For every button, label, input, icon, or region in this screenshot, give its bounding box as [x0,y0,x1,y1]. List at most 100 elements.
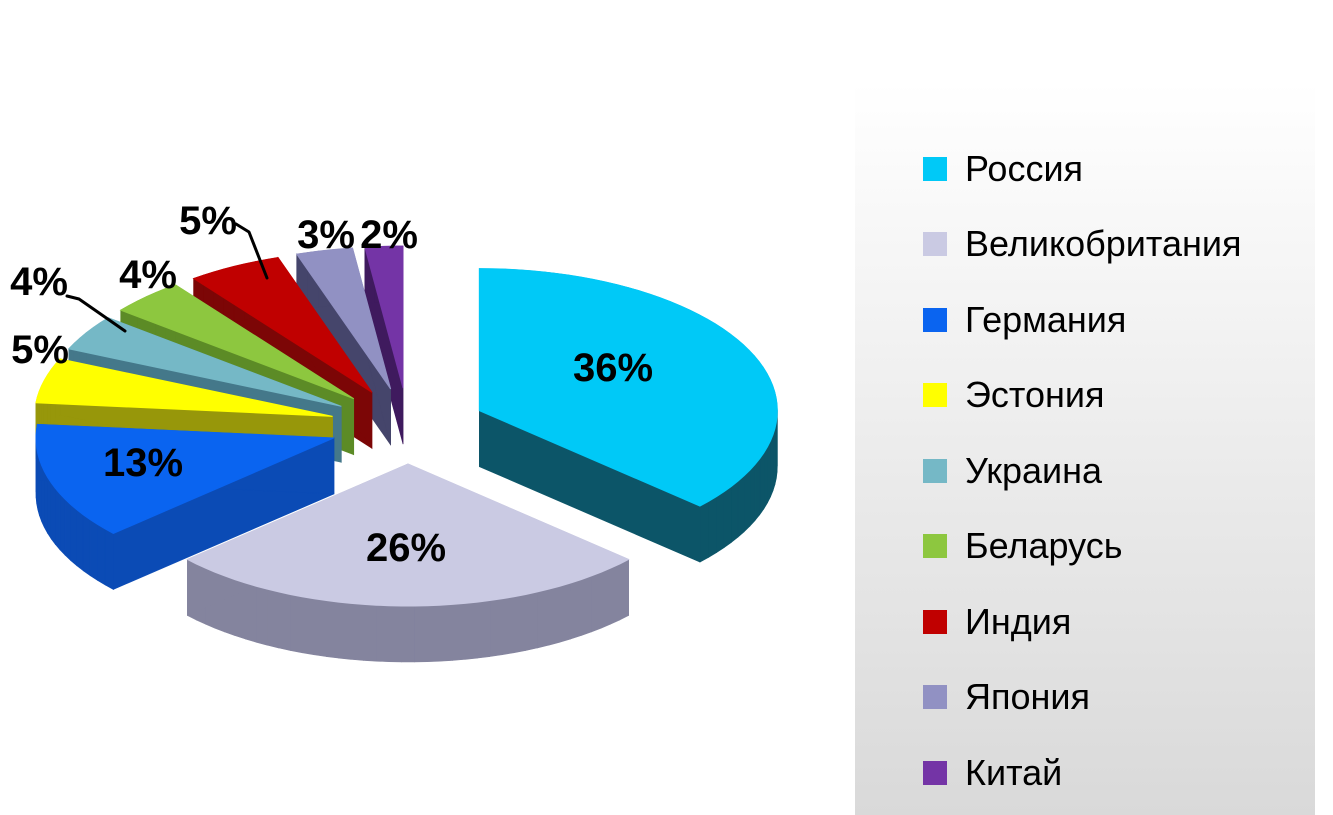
legend-label: Германия [965,298,1127,340]
legend-item-5[interactable]: Беларусь [923,509,1241,585]
pie-slice-group-2 [35,423,335,590]
pie-slice-side [610,563,621,625]
pie-slice-side [737,475,745,538]
data-label: 4% [119,253,177,297]
pie-slice-side [245,582,257,643]
pie-slice-side [267,588,280,649]
pie-slice-side [536,588,549,649]
pie-slice-group-0 [478,268,778,563]
pie-slice-side [513,594,527,654]
legend-swatch [923,458,947,483]
pie-slice-side [97,523,106,586]
pie-slice-side [426,604,441,663]
pie-slice-7[interactable] [295,247,392,390]
pie-slice-side [313,598,327,657]
legend-swatch [923,307,947,332]
pie-slice-side [289,594,303,654]
legend-item-6[interactable]: Индия [923,584,1241,660]
pie-slice-side [388,605,402,663]
legend-item-8[interactable]: Китай [923,735,1241,811]
leader-line [65,294,127,333]
pie-slice-side [559,582,571,643]
pie-slice-side [278,591,291,651]
pie-slice-6[interactable] [192,256,373,393]
data-label: 3% [297,213,355,257]
pie-slice-side [55,487,61,551]
pie-slice-side [600,567,611,629]
pie-slice-0[interactable] [478,268,778,507]
pie-slice-side [47,476,52,540]
legend-item-2[interactable]: Германия [923,282,1241,358]
legend-item-4[interactable]: Украина [923,433,1241,509]
pie-slice-side [501,596,515,656]
pie-slice-side [70,503,77,567]
pie-slice-side [570,579,582,640]
legend-label: Украина [965,449,1103,491]
legend-swatch [923,760,947,785]
pie-slice-2[interactable] [35,423,335,534]
pie-slice-side [759,451,765,516]
legend-swatch [923,156,947,181]
pie-slice-side [375,604,390,663]
pie-slice-side [699,500,709,563]
legend-item-0[interactable]: Россия [923,131,1241,207]
data-label: 5% [179,199,237,243]
pie-slice-side [301,596,315,656]
pie-slice-side [414,605,428,663]
pie-slice-8[interactable] [364,245,404,389]
legend-swatch [923,232,947,257]
pie-slice-side [76,509,84,572]
data-label: 2% [360,213,418,257]
legend: Россия Великобритания Германия Эстония Украи… [923,131,1241,811]
pie-slice-side [754,457,761,522]
pie-slice-side [525,591,538,651]
data-label: 4% [10,260,68,304]
pie-slice-side [401,605,415,663]
pie-slice-side [767,440,771,504]
pie-slice-side [59,493,66,556]
pie-slice-1[interactable] [186,463,630,607]
pie-slice-side [723,485,732,549]
pie-slice-group-1 [186,463,630,663]
pie-slice-side [350,603,364,661]
pie-slice-side [363,604,377,662]
pie-slice-side [477,600,491,659]
pie-slice-side [325,600,339,659]
leader-line [234,222,269,280]
pie-slice-side [619,558,629,621]
pie-slice-side [338,601,352,660]
legend-swatch [923,383,947,408]
pie-slice-side [770,434,774,497]
pie-slice-side [749,463,756,527]
legend-label: Россия [965,147,1084,189]
legend-item-7[interactable]: Япония [923,660,1241,736]
pie-slice-side [731,480,739,544]
legend-label: Индия [965,600,1072,642]
legend-item-3[interactable]: Эстония [923,358,1241,434]
data-label: 13% [103,441,183,485]
pie-slice-side [82,514,91,577]
data-label: 5% [11,328,69,372]
legend-swatch [923,534,947,559]
legend-label: Беларусь [965,525,1123,567]
pie-slice-side [548,585,561,646]
legend-item-1[interactable]: Великобритания [923,207,1241,283]
legend-panel [855,0,1315,815]
pie-slice-side [255,585,268,646]
legend-label: Великобритания [965,223,1242,265]
legend-swatch [923,685,947,710]
pie-slice-side [716,491,725,554]
pie-slice-side [464,601,478,660]
pie-slice-side [489,598,503,657]
pie-slice-side [439,604,453,662]
legend-label: Япония [965,676,1090,718]
legend-swatch [923,609,947,634]
pie-slice-side [743,469,751,533]
legend-label: Эстония [965,374,1105,416]
pie-slice-5[interactable] [119,284,355,400]
pie-slice-3[interactable] [35,358,333,417]
pie-slice-side [590,571,602,633]
pie-slice-side [452,603,466,661]
pie-slice-side [763,445,768,510]
